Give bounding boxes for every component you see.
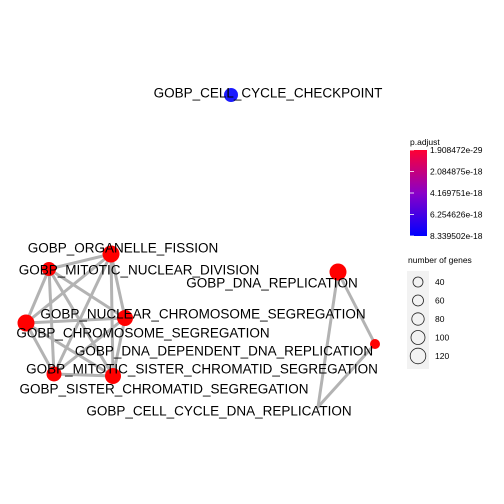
node-label: GOBP_DNA_DEPENDENT_DNA_REPLICATION	[75, 344, 373, 359]
size-key-circle	[410, 330, 426, 345]
edge-n5-n7	[24, 321, 56, 376]
gene-count-legend-bg	[407, 271, 429, 369]
size-key-circle	[409, 347, 427, 365]
edge-n3-n9	[316, 270, 340, 409]
p-adjust-legend: p.adjust 1.908472e-29 2.084875e-18 4.16975…	[410, 137, 483, 241]
node-label: GOBP_MITOTIC_SISTER_CHROMATID_SEGREGATIO…	[26, 362, 378, 377]
edge-n1-n8	[109, 252, 115, 378]
colorbar-tick-label: 8.339502e-18	[430, 231, 483, 241]
node-label: GOBP_DNA_REPLICATION	[186, 276, 358, 291]
edge-n2-n8	[47, 267, 115, 378]
node-n4	[117, 310, 133, 326]
node-label: GOBP_CELL_CYCLE_DNA_REPLICATION	[86, 404, 351, 419]
edge-n1-n7	[52, 252, 113, 376]
nodes-layer	[17, 88, 380, 384]
size-key-circle	[412, 294, 424, 307]
node-label: GOBP_CELL_CYCLE_CHECKPOINT	[154, 86, 383, 101]
p-adjust-colorbar	[410, 150, 427, 236]
gene-count-legend-title: number of genes	[408, 255, 472, 265]
node-n8	[105, 368, 121, 384]
edge-n7-n8	[52, 372, 115, 378]
edges-layer	[24, 252, 377, 409]
size-key-label: 120	[435, 351, 449, 361]
colorbar-tick-label: 6.254626e-18	[430, 210, 483, 220]
node-n0	[224, 88, 238, 102]
edge-n1-n2	[47, 252, 113, 271]
size-key-circle	[411, 312, 425, 326]
edge-n3-n6	[336, 270, 377, 346]
edge-n4-n8	[111, 316, 127, 378]
p-adjust-legend-title: p.adjust	[410, 137, 440, 147]
size-key-label: 60	[435, 296, 445, 306]
node-n2	[42, 262, 56, 276]
edge-n1-n4	[109, 252, 127, 320]
size-key-circle	[412, 276, 424, 288]
node-n1	[102, 245, 120, 263]
node-label: GOBP_NUCLEAR_CHROMOSOME_SEGREGATION	[40, 307, 365, 322]
edge-n1-n5	[24, 252, 113, 325]
p-adjust-ticks: 1.908472e-29 2.084875e-18 4.169751e-18 6.25…	[410, 145, 483, 241]
edge-n4-n5	[24, 316, 127, 325]
size-key-label: 40	[435, 277, 445, 287]
edge-n4-n7	[52, 316, 127, 376]
node-label: GOBP_ORGANELLE_FISSION	[28, 241, 219, 256]
labels-layer: GOBP_CELL_CYCLE_CHECKPOINT GOBP_ORGANELLE…	[16, 86, 382, 419]
gene-count-keys: 40 60 80 100 120	[409, 276, 449, 365]
edge-n5-n8	[24, 321, 115, 378]
colorbar-tick-label: 4.169751e-18	[430, 188, 483, 198]
edge-n2-n5	[24, 267, 51, 325]
gene-count-legend: number of genes 40 60 80 100 120	[407, 255, 472, 369]
edge-n2-n4	[47, 267, 127, 320]
node-label: GOBP_CHROMOSOME_SEGREGATION	[16, 326, 269, 341]
node-label: GOBP_SISTER_CHROMATID_SEGREGATION	[19, 382, 308, 397]
node-label: GOBP_MITOTIC_NUCLEAR_DIVISION	[19, 263, 260, 278]
node-n3	[329, 263, 347, 281]
size-key-label: 100	[435, 333, 449, 343]
node-n6	[370, 339, 380, 349]
node-n7	[46, 366, 62, 382]
size-key-label: 80	[435, 314, 445, 324]
node-n5	[17, 314, 35, 332]
colorbar-tick-label: 2.084875e-18	[430, 167, 483, 177]
edge-n6-n9	[316, 342, 377, 409]
colorbar-tick-label: 1.908472e-29	[430, 145, 483, 155]
